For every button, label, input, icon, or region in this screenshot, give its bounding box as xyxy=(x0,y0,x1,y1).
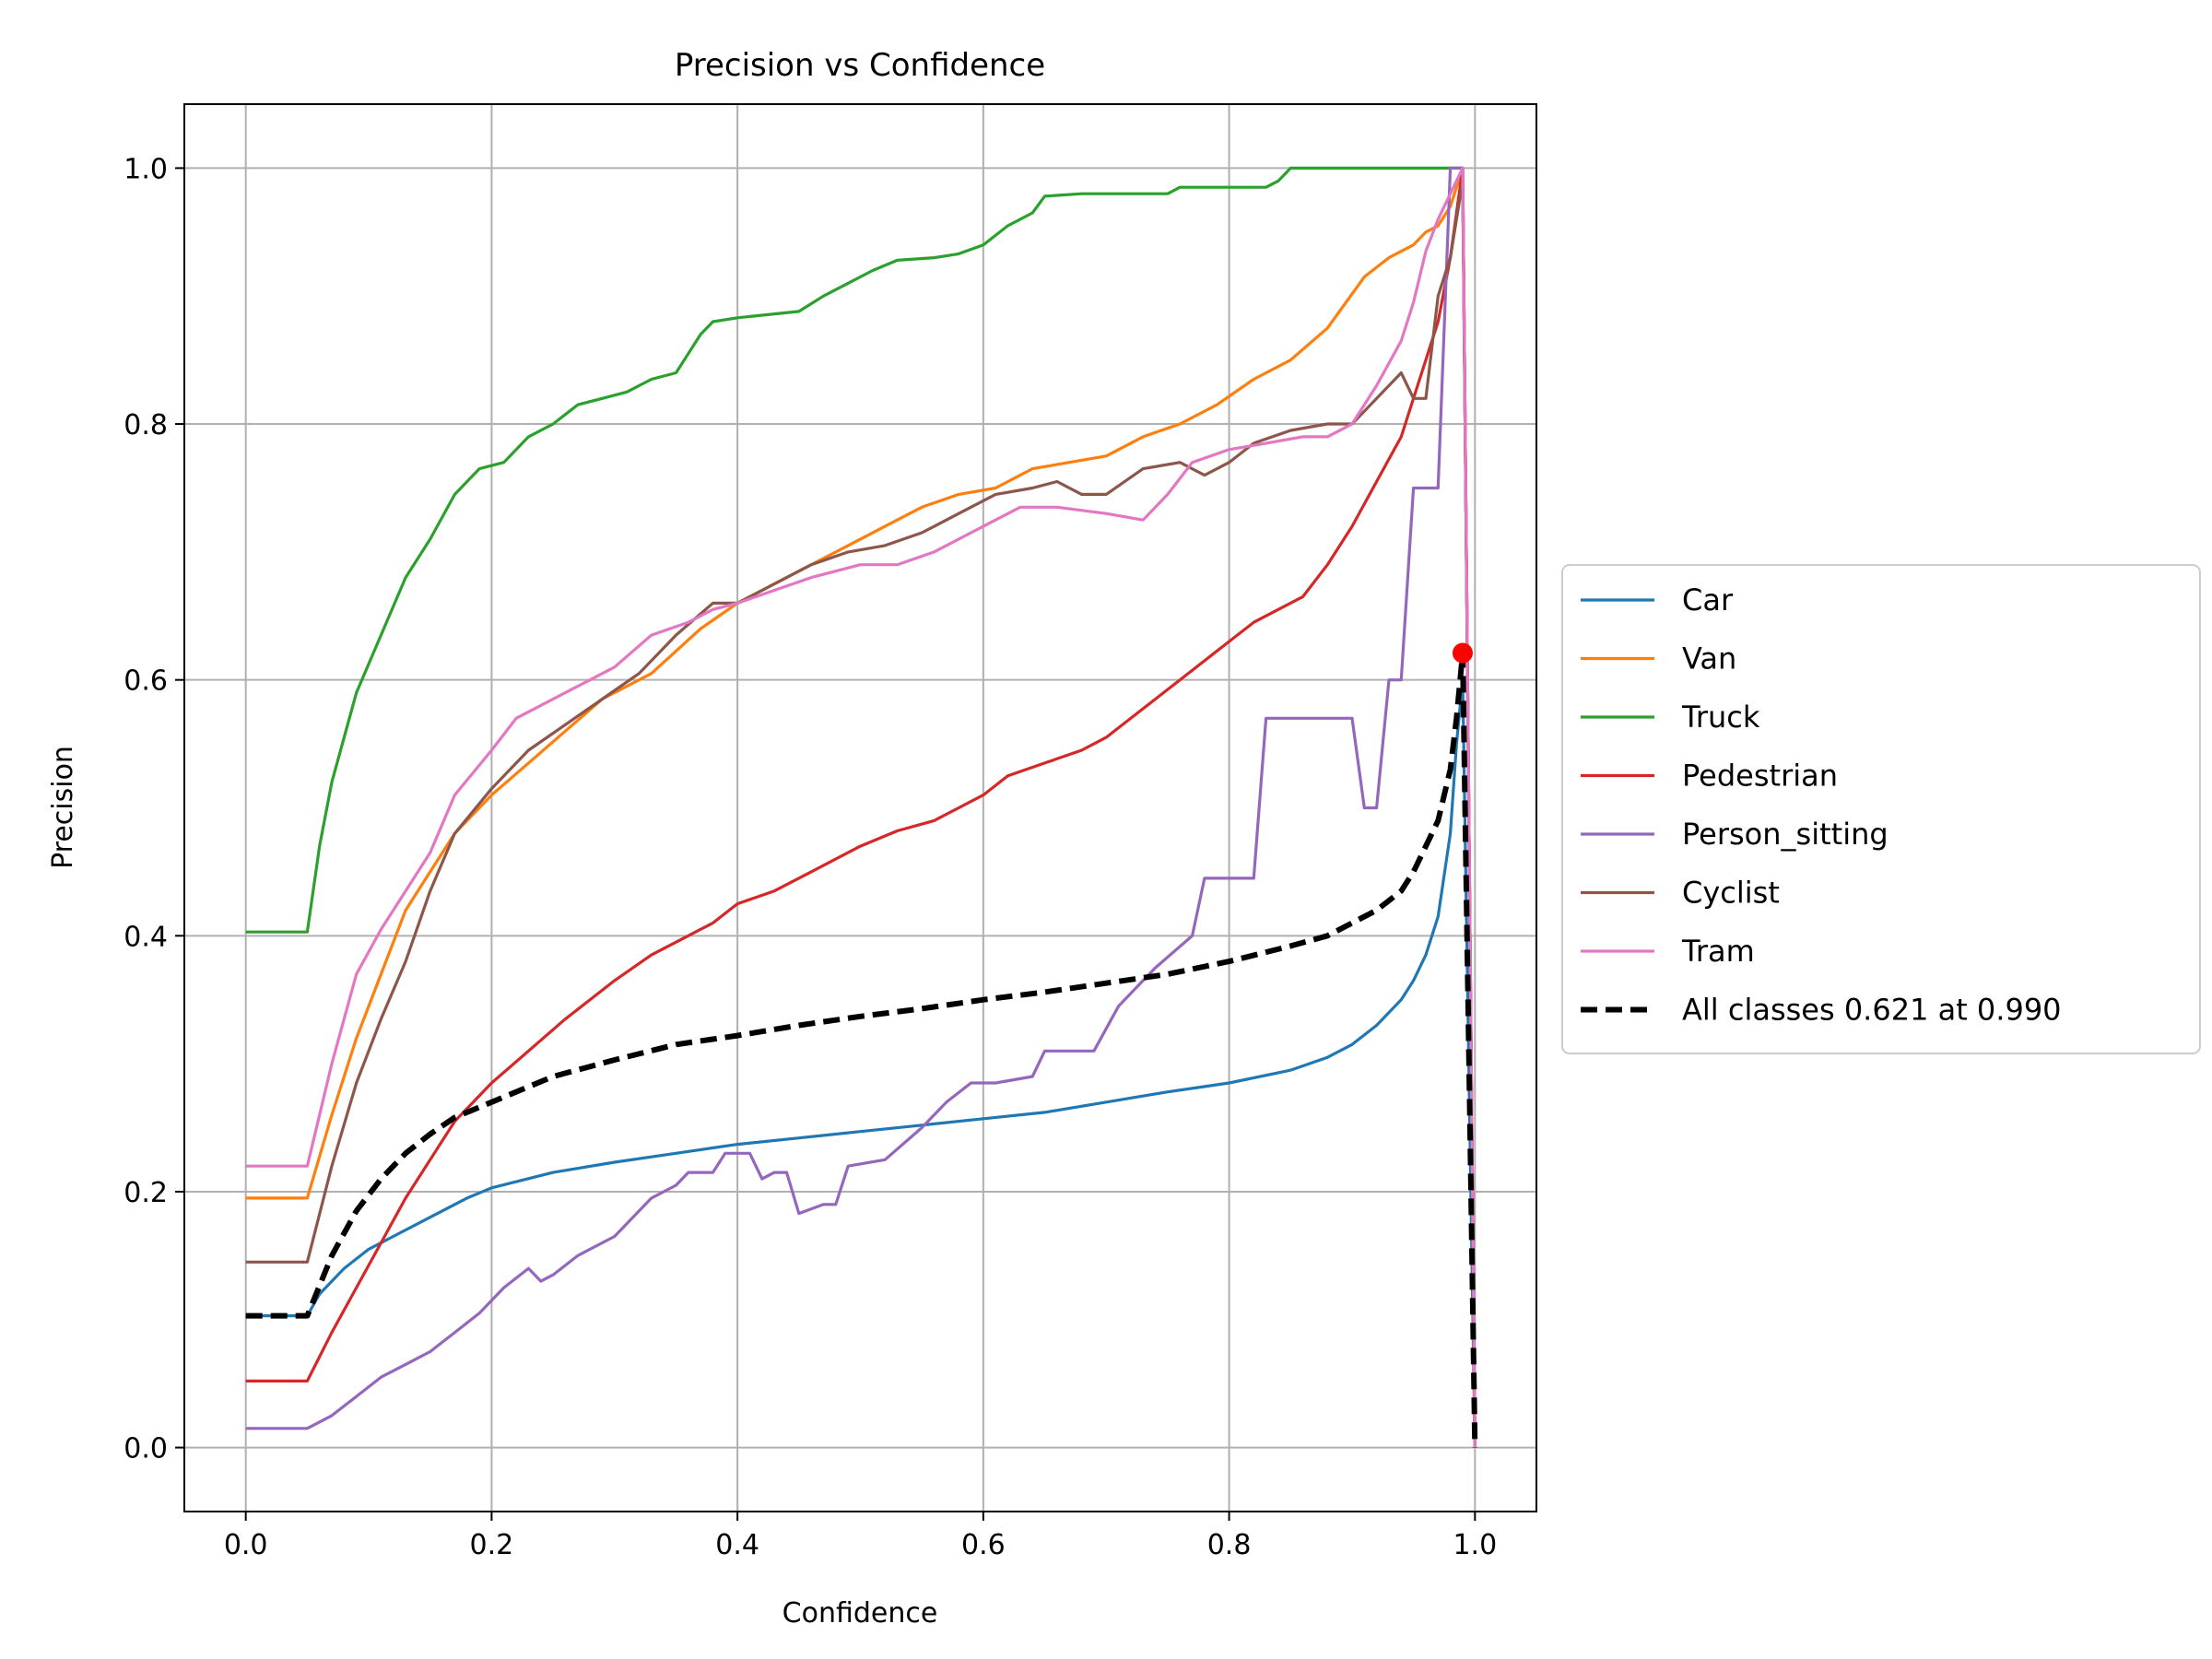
legend: Car Van Truck Pedestrian Person_sitting Cycli… xyxy=(1561,564,2201,1054)
y-tick-label: 0.2 xyxy=(124,1177,168,1209)
y-tick-label: 0.8 xyxy=(124,409,168,441)
legend-label: Person_sitting xyxy=(1682,817,1888,852)
x-tick-label: 0.2 xyxy=(470,1529,514,1561)
series-line-tram xyxy=(245,166,1477,1448)
series-line-car xyxy=(245,678,1477,1448)
series-line-van xyxy=(245,166,1477,1448)
plot-lines xyxy=(245,166,1478,1448)
best-point-marker xyxy=(1452,642,1473,664)
y-tick-label: 0.6 xyxy=(124,665,168,698)
x-tick-label: 0.0 xyxy=(224,1529,268,1561)
chart-title: Precision vs Confidence xyxy=(675,47,1045,84)
legend-box xyxy=(1561,564,2201,1054)
series-line-truck xyxy=(245,166,1477,1448)
legend-label: Car xyxy=(1682,582,1734,618)
y-tick-label: 0.4 xyxy=(124,921,168,953)
plot-frame xyxy=(183,103,1537,1512)
legend-label: Pedestrian xyxy=(1682,759,1838,794)
y-tick-label: 0.0 xyxy=(124,1433,168,1465)
y-axis-ticks: 0.0 0.2 0.4 0.6 0.8 1.0 xyxy=(124,153,184,1465)
legend-label: All classes 0.621 at 0.990 xyxy=(1682,993,2062,1028)
y-axis-label: Precision xyxy=(47,746,79,869)
x-tick-label: 0.6 xyxy=(961,1529,1006,1561)
series-line-cyclist xyxy=(245,179,1477,1448)
x-tick-label: 0.4 xyxy=(715,1529,759,1561)
legend-label: Van xyxy=(1682,641,1736,677)
x-axis-ticks: 0.0 0.2 0.4 0.6 0.8 1.0 xyxy=(224,1512,1497,1561)
x-tick-label: 1.0 xyxy=(1453,1529,1497,1561)
series-line-pedestrian xyxy=(245,166,1477,1448)
x-tick-label: 0.8 xyxy=(1207,1529,1252,1561)
x-axis-label: Confidence xyxy=(782,1597,938,1630)
legend-label: Cyclist xyxy=(1682,876,1780,911)
series-line-person-sitting xyxy=(245,166,1477,1448)
legend-label: Truck xyxy=(1681,700,1760,735)
series-line-all xyxy=(245,650,1478,1448)
legend-label: Tram xyxy=(1681,934,1755,969)
y-tick-label: 1.0 xyxy=(124,153,168,185)
